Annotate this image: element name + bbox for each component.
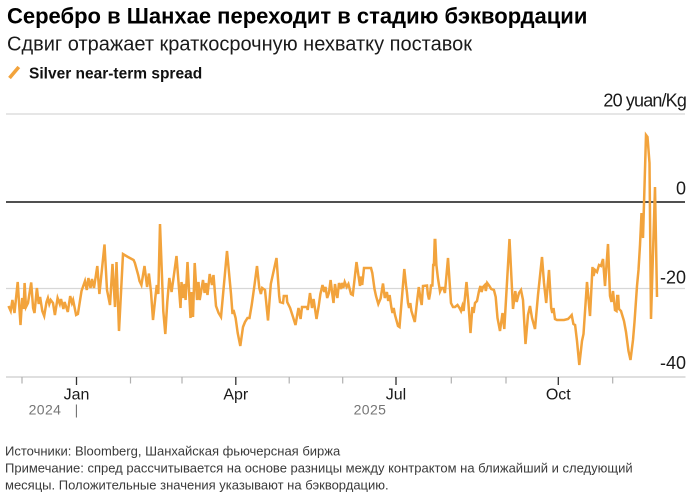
svg-text:Apr: Apr [223,387,249,404]
svg-text:Jan: Jan [64,387,90,404]
svg-text:20 yuan/Kg: 20 yuan/Kg [603,91,686,111]
svg-text:Сдвиг отражает краткосрочную н: Сдвиг отражает краткосрочную нехватку по… [7,33,472,55]
svg-text:|: | [75,402,79,418]
svg-text:0: 0 [676,179,686,199]
svg-text:-20: -20 [660,268,686,288]
svg-text:Silver near-term spread: Silver near-term spread [29,66,202,83]
svg-text:2025: 2025 [354,402,387,418]
svg-text:Jul: Jul [386,387,406,404]
svg-text:месяцы. Положительные значения: месяцы. Положительные значения указывают… [5,478,389,493]
svg-text:-40: -40 [660,353,686,373]
svg-text:2024: 2024 [29,402,62,418]
svg-text:Oct: Oct [546,387,571,404]
svg-text:Источники: Bloomberg, Шанхайск: Источники: Bloomberg, Шанхайская фьючерс… [5,444,341,459]
svg-text:Примечание: спред рассчитывает: Примечание: спред рассчитывается на осно… [5,461,633,476]
svg-text:Серебро в Шанхае переходит в с: Серебро в Шанхае переходит в стадию бэкв… [7,4,587,29]
